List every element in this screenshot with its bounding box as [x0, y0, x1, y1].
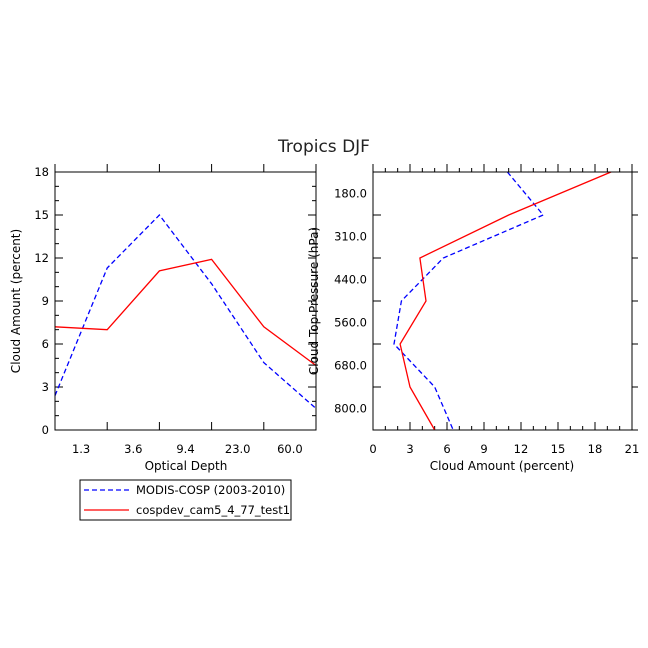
right-x-tick-label: 15	[551, 442, 566, 456]
cloud-top-pressure-panel: 180.0 310.0 440.0 560.0 680.0 800.0 0 3 6 9 12 15 1…	[307, 164, 639, 473]
left-x-tick-label: 23.0	[225, 442, 251, 456]
left-series-cospdev-line	[54, 258, 317, 367]
left-series-lines	[54, 214, 317, 409]
right-y-tick-label: 440.0	[334, 273, 367, 287]
right-x-axis-title: Cloud Amount (percent)	[430, 459, 574, 473]
right-x-tick-labels: 0 3 6 9 12 15 18 21	[369, 442, 639, 456]
right-y-tick-label: 800.0	[334, 402, 367, 416]
left-x-tick-label: 9.4	[176, 442, 194, 456]
right-series-cospdev-line	[399, 171, 612, 431]
left-y-tick-labels: 0 3 6 9 12 15 18	[34, 165, 49, 437]
right-x-tick-label: 12	[514, 442, 529, 456]
left-x-axis-title: Optical Depth	[145, 459, 228, 473]
right-y-tick-label: 560.0	[334, 316, 367, 330]
right-y-tick-label: 680.0	[334, 359, 367, 373]
right-y-tick-label: 310.0	[334, 230, 367, 244]
figure-title: Tropics DJF	[277, 137, 370, 157]
left-x-tick-label: 3.6	[124, 442, 142, 456]
right-y-tick-label: 180.0	[334, 187, 367, 201]
optical-depth-panel: 0 3 6 9 12 15 18 1.3 3.6 9.4 23.0 60.0 Optical Dep…	[9, 164, 317, 473]
left-x-tick-label: 60.0	[277, 442, 303, 456]
right-x-tick-label: 0	[369, 442, 376, 456]
right-plot-frame	[372, 171, 633, 431]
legend-box	[79, 479, 292, 521]
right-series-lines	[393, 171, 612, 431]
legend: MODIS-COSP (2003-2010) cospdev_cam5_4_77…	[79, 479, 292, 521]
right-x-tick-label: 18	[588, 442, 603, 456]
left-y-tick-label: 0	[42, 423, 49, 437]
left-y-tick-label: 15	[34, 208, 49, 222]
left-y-tick-label: 12	[34, 251, 49, 265]
left-y-tick-label: 9	[42, 294, 49, 308]
left-x-tick-labels: 1.3 3.6 9.4 23.0 60.0	[72, 442, 303, 456]
left-series-modis-line	[54, 214, 317, 409]
right-series-modis-line	[393, 171, 545, 431]
right-axis-ticks	[372, 164, 638, 431]
left-y-tick-label: 3	[42, 380, 49, 394]
right-x-tick-label: 9	[480, 442, 487, 456]
right-x-tick-label: 6	[443, 442, 450, 456]
left-y-tick-label: 18	[34, 165, 49, 179]
right-x-tick-label: 3	[406, 442, 413, 456]
right-y-axis-title: Cloud Top Pressure (hPa)	[307, 227, 321, 375]
legend-label-modis: MODIS-COSP (2003-2010)	[136, 483, 285, 497]
legend-label-cospdev: cospdev_cam5_4_77_test1	[136, 503, 290, 517]
right-x-tick-label: 21	[625, 442, 640, 456]
left-x-tick-label: 1.3	[72, 442, 90, 456]
left-plot-frame	[54, 171, 317, 431]
right-y-tick-labels: 180.0 310.0 440.0 560.0 680.0 800.0	[334, 187, 367, 416]
left-y-axis-title: Cloud Amount (percent)	[9, 229, 23, 373]
left-y-tick-label: 6	[42, 337, 49, 351]
